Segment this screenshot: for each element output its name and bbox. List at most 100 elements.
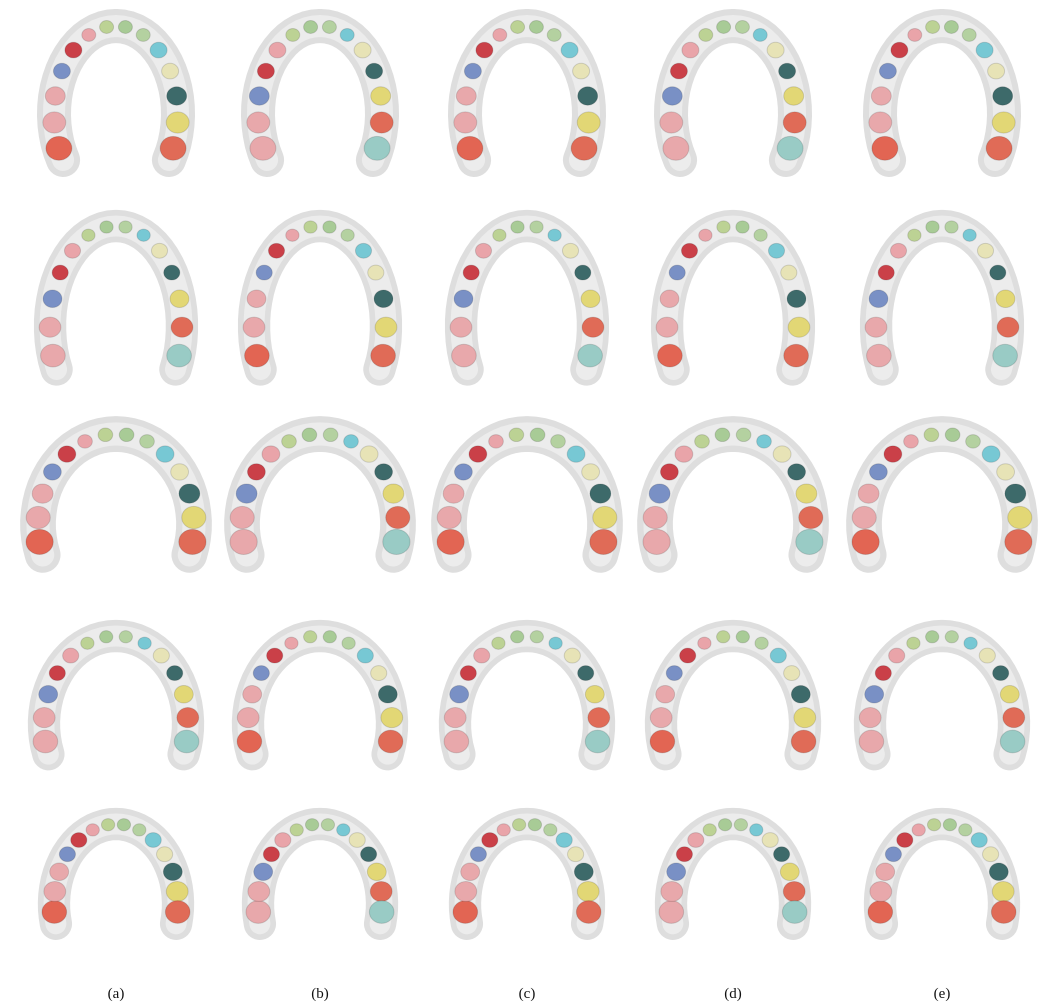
tooth	[794, 708, 816, 728]
tooth	[361, 847, 377, 862]
tooth	[136, 28, 150, 41]
tooth	[796, 529, 823, 554]
tooth	[383, 529, 410, 554]
tooth	[659, 901, 684, 924]
tooth	[660, 112, 683, 133]
dental-arch	[660, 21, 806, 161]
tooth	[360, 446, 378, 462]
tooth	[476, 42, 493, 58]
tooth	[875, 666, 891, 681]
tooth	[718, 819, 731, 831]
tooth	[463, 265, 479, 280]
tooth	[904, 435, 919, 449]
tooth	[444, 708, 466, 728]
dental-arch	[33, 631, 199, 755]
caption: (d)	[724, 986, 742, 1002]
tooth	[39, 317, 61, 337]
tooth	[926, 631, 939, 643]
tooth	[44, 881, 66, 901]
tooth	[773, 446, 791, 462]
tooth	[649, 484, 670, 503]
tooth	[755, 637, 768, 649]
tooth	[590, 529, 617, 554]
tooth	[497, 824, 510, 836]
tooth	[322, 21, 336, 34]
tooth	[735, 21, 749, 34]
tooth	[82, 229, 95, 241]
tooth	[891, 42, 908, 58]
caption: (e)	[934, 986, 951, 1002]
tooth	[86, 824, 99, 836]
tooth	[884, 446, 902, 462]
tooth	[59, 847, 75, 862]
tooth	[871, 87, 891, 105]
tooth	[868, 901, 893, 924]
tooth	[71, 833, 87, 848]
tooth	[323, 631, 336, 643]
tooth	[163, 863, 182, 880]
tooth	[101, 819, 114, 831]
tooth	[42, 901, 67, 924]
tooth	[150, 42, 167, 58]
tooth	[660, 464, 678, 480]
tooth	[166, 112, 189, 133]
tooth	[179, 484, 200, 503]
tooth	[286, 229, 299, 241]
tooth	[945, 428, 960, 442]
tooth	[33, 708, 55, 728]
tooth	[782, 901, 807, 924]
tooth	[456, 87, 476, 105]
tooth	[650, 708, 672, 728]
tooth	[511, 221, 524, 233]
tooth	[889, 648, 905, 663]
tooth	[43, 112, 66, 133]
tooth	[979, 648, 995, 663]
tooth	[754, 229, 767, 241]
tooth	[100, 221, 113, 233]
tooth	[371, 87, 391, 105]
tooth	[100, 631, 113, 643]
tooth	[750, 824, 763, 836]
tooth	[717, 221, 730, 233]
tooth	[959, 824, 972, 836]
tooth	[41, 344, 66, 367]
tooth	[243, 317, 265, 337]
tooth	[986, 136, 1012, 160]
tooth	[578, 344, 603, 367]
tooth	[263, 847, 279, 862]
tooth	[164, 265, 180, 280]
tooth	[145, 833, 161, 848]
tooth	[556, 833, 572, 848]
tooth	[561, 42, 578, 58]
tooth	[736, 221, 749, 233]
tooth	[997, 317, 1019, 337]
tooth	[549, 637, 562, 649]
tooth	[717, 21, 731, 34]
dental-arch	[437, 428, 617, 555]
tooth	[493, 229, 506, 241]
tooth	[167, 87, 187, 105]
tooth	[784, 344, 809, 367]
tooth	[323, 428, 338, 442]
captions: (a) (b) (c) (d) (e)	[108, 986, 951, 1002]
tooth	[26, 529, 53, 554]
tooth	[666, 666, 682, 681]
tooth	[286, 28, 300, 41]
tooth	[783, 112, 806, 133]
tooth	[81, 637, 94, 649]
tooth	[349, 833, 365, 848]
tooth	[593, 506, 617, 528]
tooth	[370, 881, 392, 901]
tooth	[375, 464, 393, 480]
tooth	[699, 229, 712, 241]
tooth	[119, 631, 132, 643]
tooth	[118, 21, 132, 34]
tooth	[512, 819, 525, 831]
tooth	[248, 881, 270, 901]
tooth	[167, 666, 183, 681]
tooth	[452, 344, 477, 367]
tooth	[963, 229, 976, 241]
tooth	[344, 435, 359, 449]
tooth	[247, 112, 270, 133]
tooth	[174, 686, 193, 703]
